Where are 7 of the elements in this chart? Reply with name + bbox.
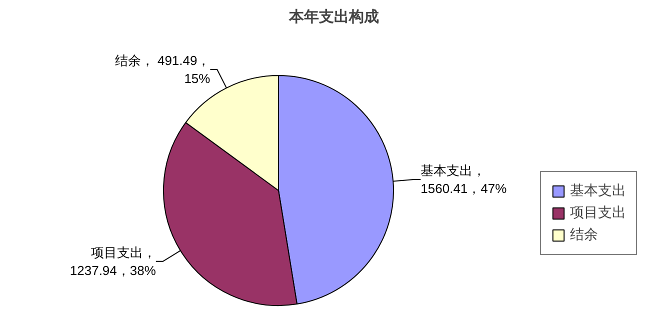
- data-label: 基本支出， 1560.41，47%: [420, 163, 508, 196]
- legend-label: 结余: [570, 226, 598, 244]
- legend-label: 基本支出: [570, 182, 626, 200]
- legend-label: 项目支出: [570, 204, 626, 222]
- data-label: 项目支出， 1237.94，38%: [70, 244, 156, 278]
- data-label: 结余， 491.49， 15%: [114, 52, 211, 86]
- chart-title: 本年支出构成: [288, 8, 379, 26]
